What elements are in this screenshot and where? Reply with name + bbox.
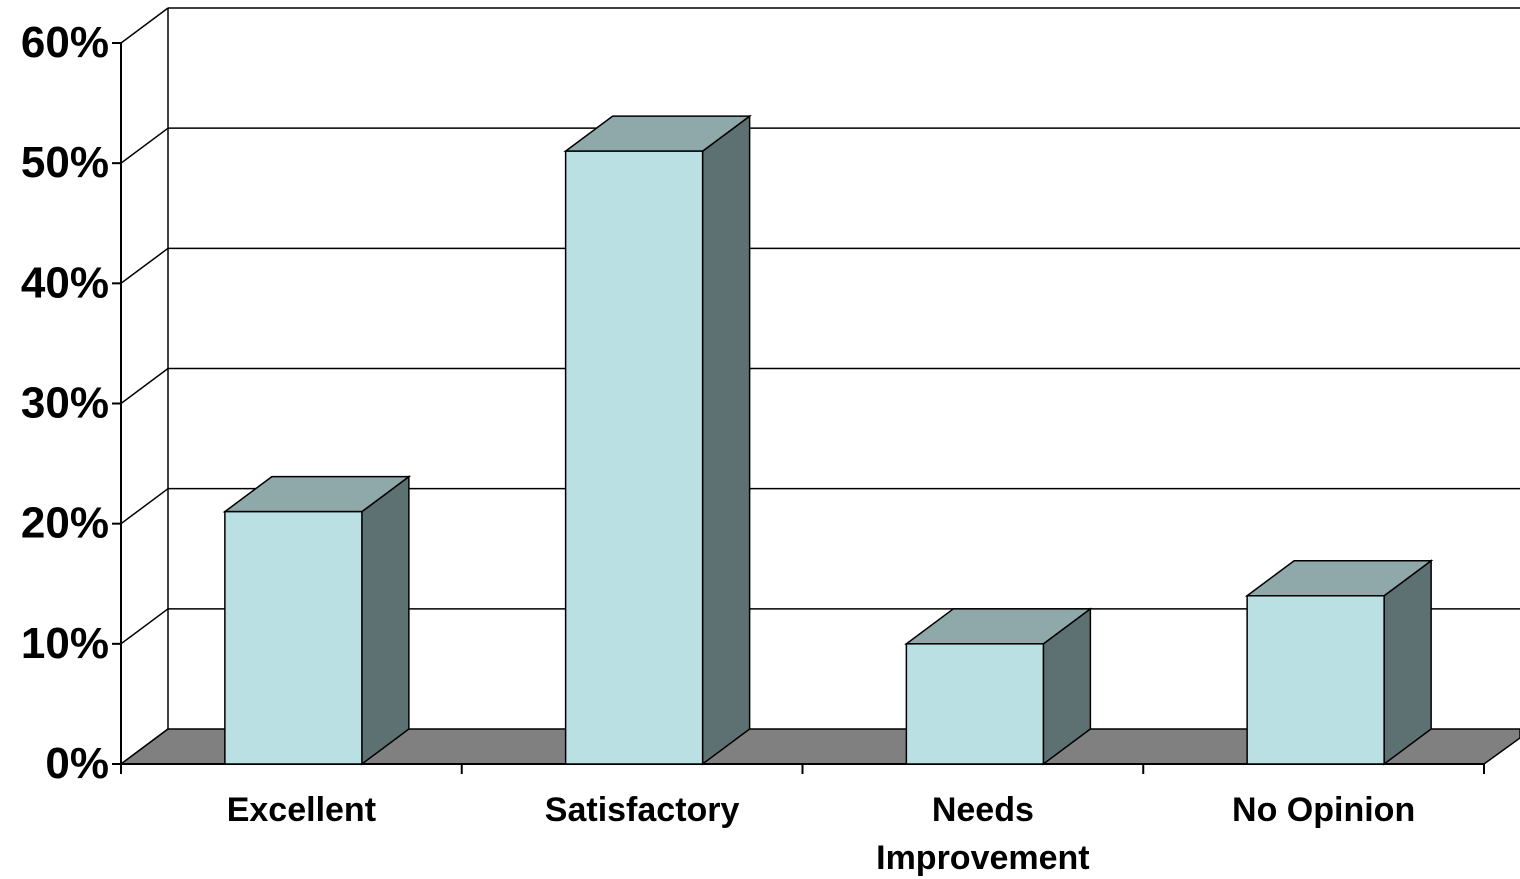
bar-needs-improvement [904, 607, 1093, 766]
x-category-label-line: Needs [932, 791, 1034, 829]
y-tick-label: 60% [21, 18, 109, 67]
gridline-connector [120, 488, 169, 525]
bar-no-opinion [1244, 559, 1434, 766]
y-tick-label: 20% [21, 499, 109, 548]
bar-front-face [564, 150, 704, 765]
bar-satisfactory [563, 114, 752, 766]
gridline-connector [120, 247, 169, 284]
x-category-label-line: Improvement [876, 839, 1090, 877]
bar-front-face [224, 510, 363, 765]
gridline-connector [120, 367, 169, 405]
y-tick-label: 10% [21, 619, 109, 668]
gridline-connector [120, 7, 169, 44]
y-tick-label: 0% [45, 739, 109, 788]
x-category-label: Excellent [227, 791, 376, 829]
y-tick-label: 30% [21, 379, 109, 428]
x-category-label: Satisfactory [545, 791, 740, 829]
x-category-label: No Opinion [1232, 791, 1415, 829]
bar-front-face [1246, 595, 1385, 765]
gridline-connector [120, 608, 169, 645]
x-category-label-line: No Opinion [1232, 791, 1415, 829]
bar-excellent [222, 475, 412, 766]
bar-side-face [361, 475, 410, 766]
x-category-label: Needs Improvement [876, 791, 1090, 877]
y-tick-label: 50% [21, 138, 109, 187]
gridline-connector [120, 127, 169, 164]
x-category-label-line: Excellent [227, 791, 376, 829]
bar-side-face [701, 114, 751, 766]
x-category-label-line: Satisfactory [545, 791, 740, 829]
labels: 0% 10% 20% 30% 40% 50% 60% Excellent Satisfactor… [21, 18, 1415, 877]
bar-front-face [905, 643, 1045, 765]
bars [222, 114, 1434, 766]
y-tick-label: 40% [21, 258, 109, 307]
